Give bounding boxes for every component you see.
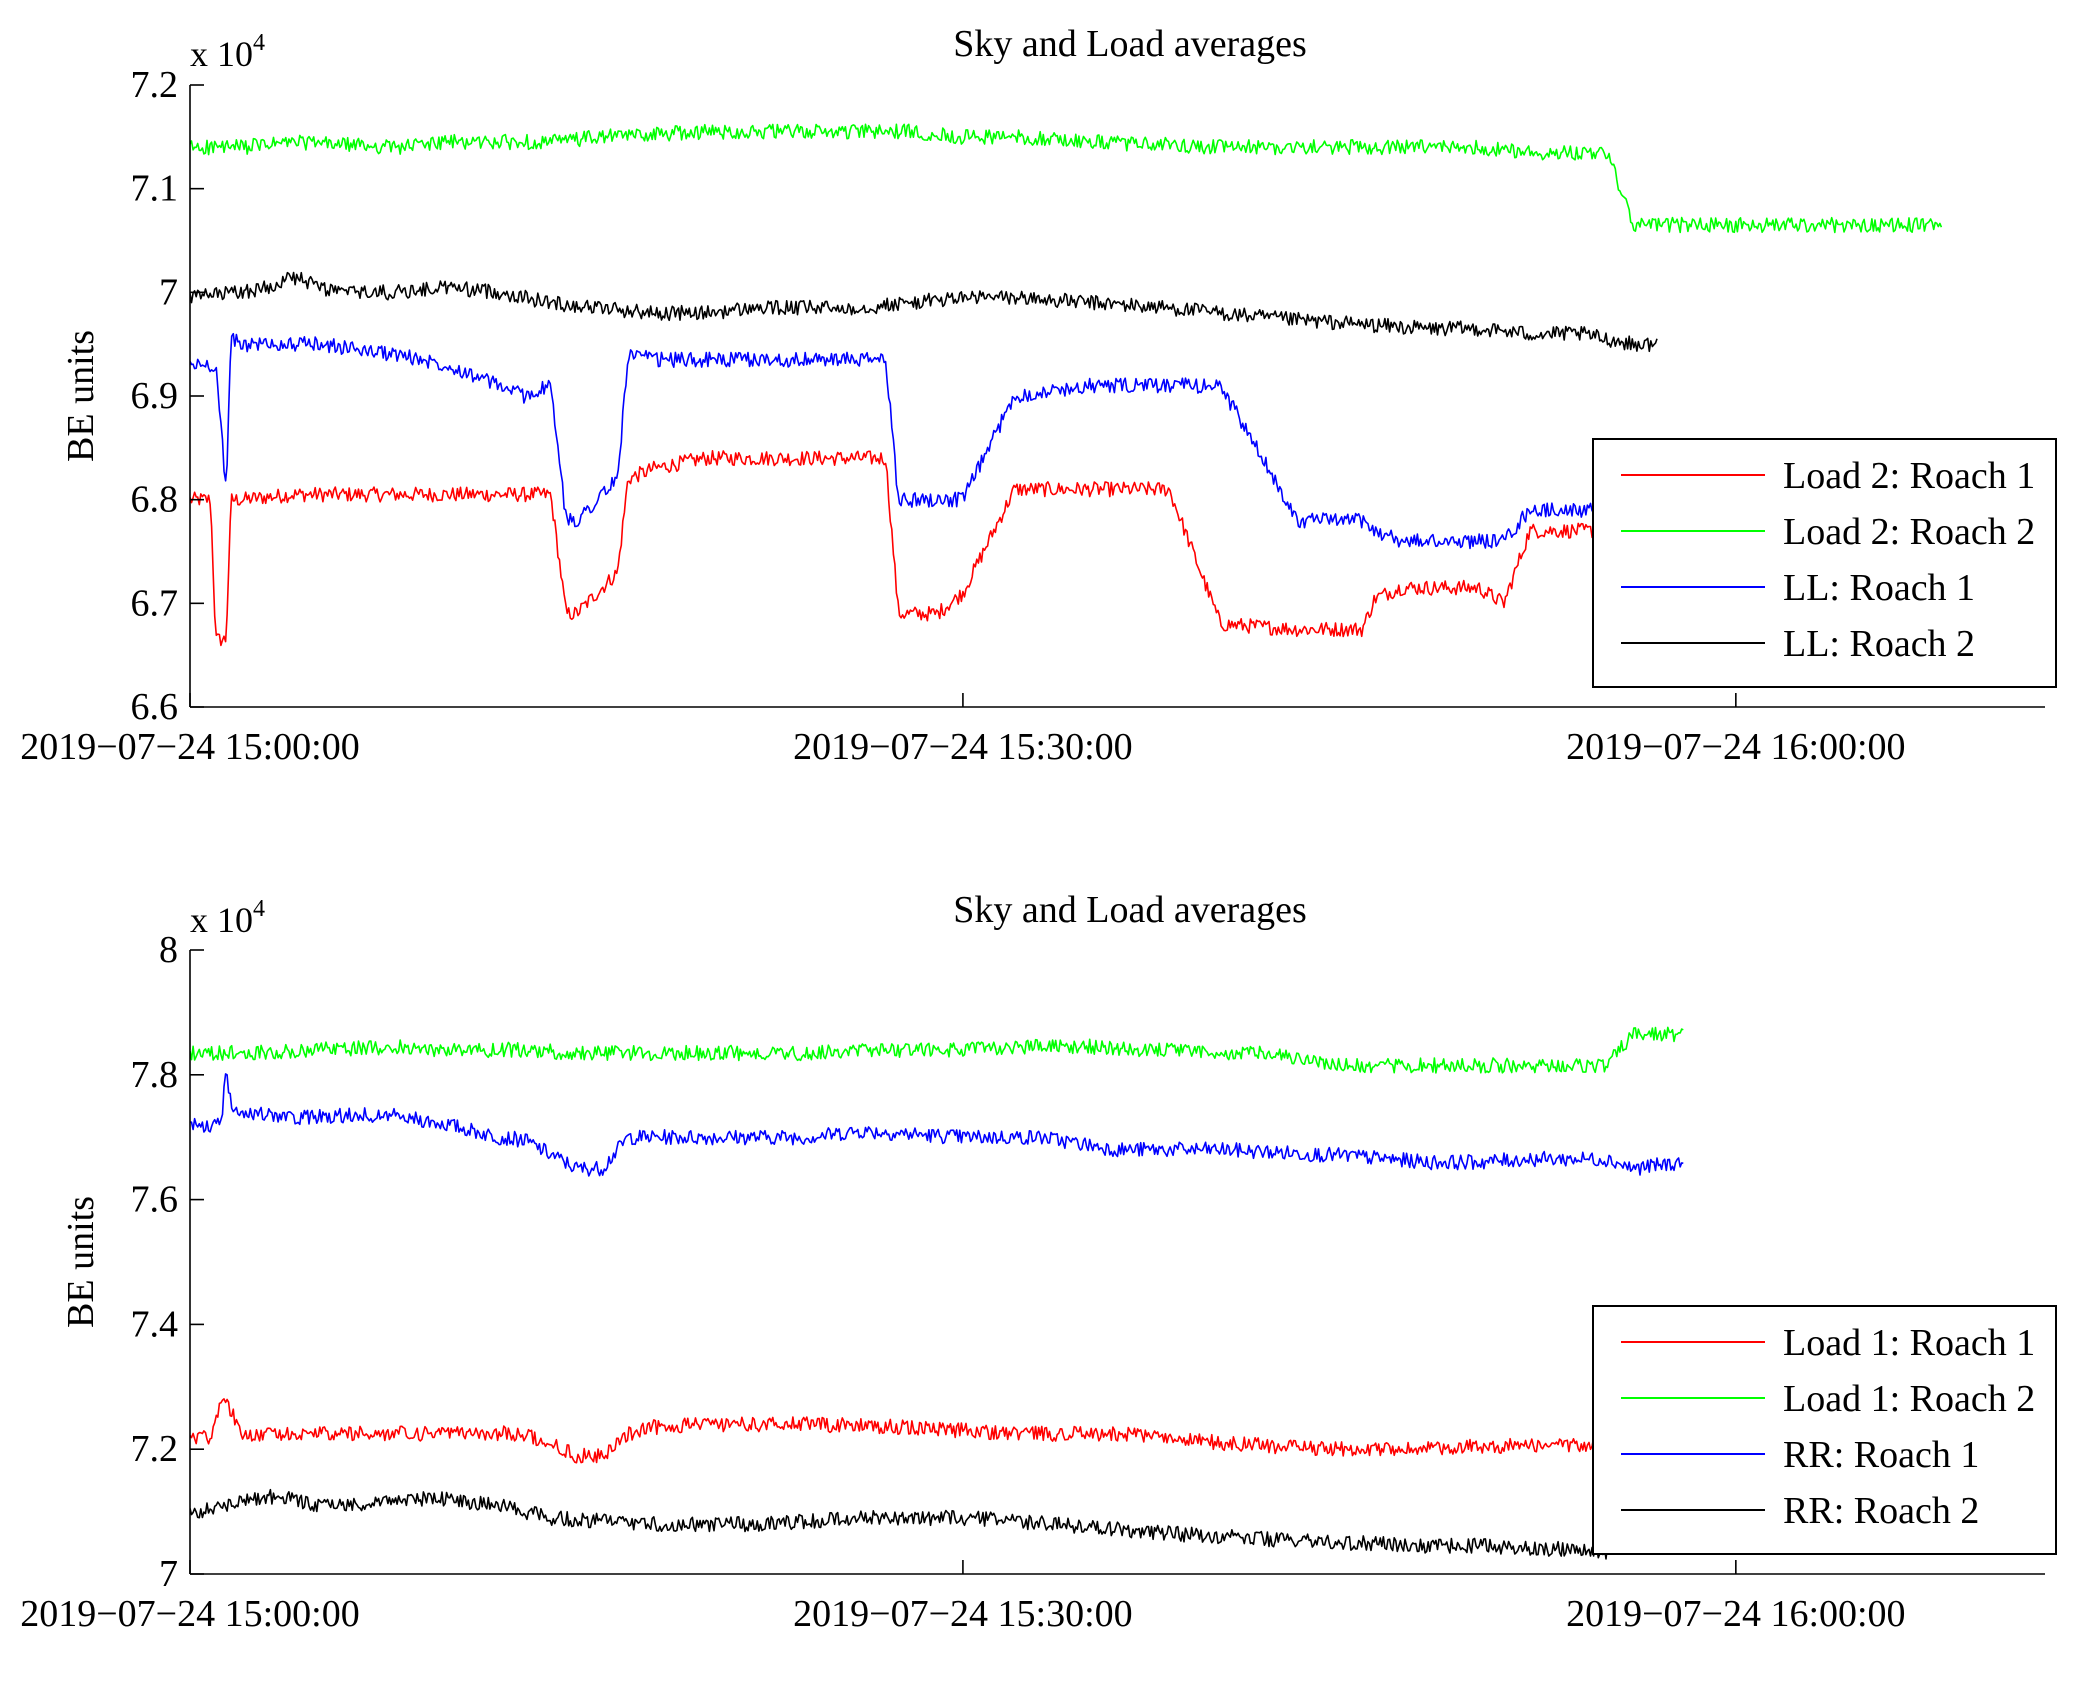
bottom-series-line-1: [190, 1398, 1684, 1464]
bottom-plot-title: Sky and Load averages: [953, 889, 1307, 931]
top-plot-axes: 6.6 6.7 6.8 6.9 7 7.1 7.2 2019−07−24 15:00:00 20…: [20, 64, 2045, 768]
bottom-legend-label: RR: Roach 1: [1783, 1434, 1979, 1476]
bottom-y-tick-label: 7.6: [131, 1179, 179, 1221]
bottom-y-tick-label: 7.8: [131, 1054, 179, 1096]
bottom-y-tick-label: 7: [159, 1553, 178, 1595]
top-legend-label: Load 2: Roach 2: [1783, 511, 2035, 553]
bottom-legend-label: Load 1: Roach 2: [1783, 1378, 2035, 1420]
top-plot-ylabel: BE units: [60, 330, 102, 462]
bottom-plot-series-lines: [190, 1026, 1685, 1560]
top-legend-label: Load 2: Roach 1: [1783, 455, 2035, 497]
top-series-line-3: [190, 332, 1658, 609]
top-y-tick-label: 6.9: [131, 375, 179, 417]
top-y-tick-label: 7.2: [131, 64, 179, 106]
bottom-plot-multiplier-base: x 10: [190, 900, 253, 940]
bottom-plot-multiplier-exponent: 4: [253, 896, 265, 922]
bottom-series-line-4: [190, 1488, 1685, 1560]
bottom-x-tick-label: 2019−07−24 16:00:00: [1566, 1593, 1905, 1635]
top-series-line-4: [190, 271, 1658, 353]
top-plot-title: Sky and Load averages: [953, 23, 1307, 65]
bottom-x-tick-label: 2019−07−24 15:30:00: [793, 1593, 1132, 1635]
bottom-plot-multiplier: x 104: [190, 896, 265, 940]
top-plot-legend: Load 2: Roach 1 Load 2: Roach 2 LL: Roach …: [1592, 438, 2057, 688]
bottom-y-tick-label: 7.4: [131, 1303, 179, 1345]
bottom-series-line-3: [190, 1073, 1684, 1177]
top-legend-label: LL: Roach 1: [1783, 567, 1975, 609]
top-y-tick-label: 6.6: [131, 686, 179, 728]
top-plot: Sky and Load averages BE units x 104 6.6…: [20, 23, 2057, 768]
bottom-legend-label: RR: Roach 2: [1783, 1490, 1979, 1532]
bottom-plot: Sky and Load averages BE units x 104 7 7.…: [20, 889, 2057, 1635]
top-plot-multiplier-exponent: 4: [253, 30, 265, 56]
bottom-plot-legend: Load 1: Roach 1 Load 1: Roach 2 RR: Roach …: [1592, 1305, 2057, 1555]
bottom-plot-ylabel: BE units: [60, 1196, 102, 1328]
top-x-tick-label: 2019−07−24 16:00:00: [1566, 726, 1905, 768]
bottom-series-line-2: [190, 1026, 1684, 1074]
bottom-x-tick-label: 2019−07−24 15:00:00: [20, 1593, 359, 1635]
top-y-tick-label: 7.1: [131, 168, 179, 210]
bottom-legend-label: Load 1: Roach 1: [1783, 1322, 2035, 1364]
top-series-line-2: [190, 123, 1943, 234]
top-x-tick-label: 2019−07−24 15:30:00: [793, 726, 1132, 768]
bottom-y-tick-label: 8: [159, 929, 178, 971]
bottom-legend-box: [1592, 1305, 2057, 1555]
top-legend-label: LL: Roach 2: [1783, 623, 1975, 665]
top-x-tick-label: 2019−07−24 15:00:00: [20, 726, 359, 768]
top-legend-box: [1592, 438, 2057, 688]
top-y-tick-label: 7: [159, 271, 178, 313]
top-plot-multiplier-base: x 10: [190, 34, 253, 74]
top-y-tick-label: 6.7: [131, 582, 179, 624]
top-plot-multiplier: x 104: [190, 30, 265, 74]
bottom-y-tick-label: 7.2: [131, 1428, 179, 1470]
top-y-tick-label: 6.8: [131, 479, 179, 521]
bottom-plot-axes: 7 7.2 7.4 7.6 7.8 8 2019−07−24 15:00:00 2019−07…: [20, 929, 2045, 1635]
